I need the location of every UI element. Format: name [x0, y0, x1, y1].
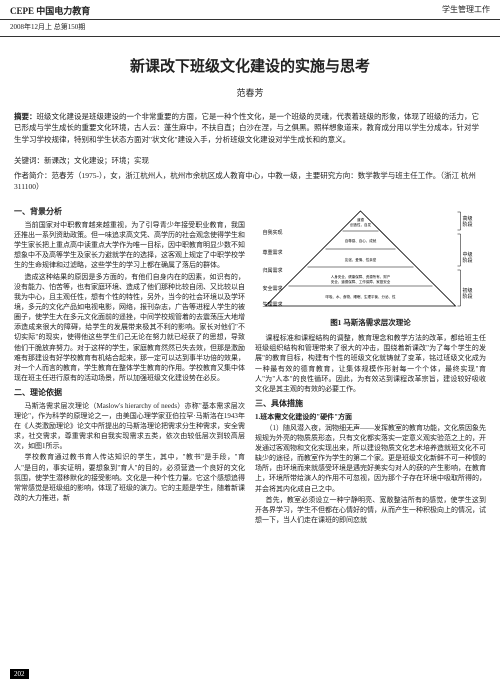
- pyr-left-label: 归属需求: [263, 267, 283, 274]
- pyr-right-label: 高级: [463, 215, 473, 222]
- pyr-right-label: 初级: [463, 287, 473, 294]
- abstract-label: 摘要：: [14, 112, 37, 121]
- section-heading-1: 一、背景分析: [14, 206, 245, 218]
- header-bar: CEPE 中国电力教育 学生管理工作: [0, 0, 500, 20]
- keywords: 关键词：新课改；文化建设；环境；实现: [14, 155, 486, 166]
- figure-caption: 图1 马斯洛需求层次理论: [255, 318, 486, 329]
- svg-text:阶段: 阶段: [463, 221, 473, 228]
- svg-text:友谊、爱情、性亲密: 友谊、爱情、性亲密: [345, 257, 377, 262]
- para: 当前国家对中职教育越来越重视，为了引导青少年接受职业教育，我国还推出一系列资助政…: [14, 220, 245, 271]
- author-info-text: 范春芳（1975-），女，浙江杭州人，杭州市余杭区成人教育中心，中教一级，主要研…: [14, 171, 476, 191]
- para: 首先，教室必须设立一种宁静明亮、宽敞整洁所有的感觉，使学生这到开各界学习，学生不…: [255, 495, 486, 525]
- section-right: 学生管理工作: [442, 4, 490, 17]
- svg-text:自尊感、自心、成就: 自尊感、自心、成就: [345, 238, 377, 243]
- svg-text:阶段: 阶段: [463, 257, 473, 264]
- para: 学校教育通过教书育人传达知识的学生，其中，"教书"是手段，"育人"是目的，事实证…: [14, 452, 245, 503]
- author: 范春芳: [0, 86, 500, 99]
- pyr-left-label: 安全需求: [263, 285, 283, 292]
- para: （1）随风潜入夜，润物细无声——发挥教室的教育功能，文化质因象先规规为外亮的物质…: [255, 423, 486, 494]
- abstract-text: 班级文化建设是班级建设的一个非常重要的方面，它是一种个性文化，是一个班级的灵魂，…: [14, 112, 479, 144]
- pyr-left-label: 尊重需求: [263, 249, 283, 256]
- svg-text:人身安全、健康保障、资源所有、财产: 人身安全、健康保障、资源所有、财产: [331, 274, 391, 279]
- body-columns: 一、背景分析 当前国家对中职教育越来越重视，为了引导青少年接受职业教育，我国还推…: [14, 202, 486, 526]
- svg-text:创造性，自发: 创造性，自发: [350, 222, 371, 227]
- svg-text:安全、道德保障、工作保障、家庭安全: 安全、道德保障、工作保障、家庭安全: [331, 279, 391, 284]
- pyramid-figure: 自我实现 尊重需求 归属需求 安全需求 生理需求 道德 创造性，自发 自尊感、自…: [255, 206, 486, 329]
- pyramid-svg: 自我实现 尊重需求 归属需求 安全需求 生理需求 道德 创造性，自发 自尊感、自…: [255, 206, 486, 316]
- sub-bar: 2008年12月上 总第150期: [0, 20, 500, 37]
- para: 造成这种结果的原因是多方面的，有他们自身内在的因素，如识有的，没有能力、怕苦等，…: [14, 272, 245, 384]
- pyr-left-label: 自我实现: [263, 229, 283, 236]
- svg-text:阶段: 阶段: [463, 293, 473, 300]
- page-number: 202: [10, 669, 29, 679]
- section-heading-2: 二、理论依据: [14, 387, 245, 399]
- article-title: 新课改下班级文化建设的实施与思考: [0, 55, 500, 76]
- right-column: 自我实现 尊重需求 归属需求 安全需求 生理需求 道德 创造性，自发 自尊感、自…: [255, 202, 486, 526]
- para: 马斯洛需求层次理论（Maslow's hierarchy of needs）亦称…: [14, 401, 245, 452]
- subheading: 1.班本需文化建设的"硬件"方面: [255, 412, 486, 422]
- keywords-label: 关键词：: [14, 156, 44, 165]
- left-column: 一、背景分析 当前国家对中职教育越来越重视，为了引导青少年接受职业教育，我国还推…: [14, 202, 245, 526]
- author-info: 作者简介：范春芳（1975-），女，浙江杭州人，杭州市余杭区成人教育中心，中教一…: [14, 170, 486, 193]
- para: 课程标准和课程结构的调整，教育理念和教学方法的改革，都给班主任班级组织结构和管理…: [255, 333, 486, 394]
- svg-text:呼吸、水、食物、睡眠、生理平衡、分泌、性: 呼吸、水、食物、睡眠、生理平衡、分泌、性: [326, 294, 396, 299]
- keywords-text: 新课改；文化建设；环境；实现: [44, 156, 149, 165]
- abstract: 摘要：班级文化建设是班级建设的一个非常重要的方面，它是一种个性文化，是一个班级的…: [14, 111, 486, 145]
- author-info-label: 作者简介：: [14, 171, 52, 180]
- journal-name: CEPE 中国电力教育: [10, 4, 90, 17]
- pyr-left-label: 生理需求: [263, 301, 283, 308]
- svg-text:道德: 道德: [357, 217, 365, 222]
- section-heading-3: 三、具体措施: [255, 398, 486, 410]
- pyr-right-label: 中级: [463, 251, 473, 258]
- issue: 2008年12月上 总第150期: [10, 22, 85, 32]
